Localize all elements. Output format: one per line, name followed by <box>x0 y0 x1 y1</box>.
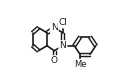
Text: N: N <box>51 23 58 32</box>
Text: N: N <box>59 41 66 50</box>
Text: Me: Me <box>74 60 86 69</box>
Text: O: O <box>51 56 58 65</box>
Text: Cl: Cl <box>58 18 67 27</box>
